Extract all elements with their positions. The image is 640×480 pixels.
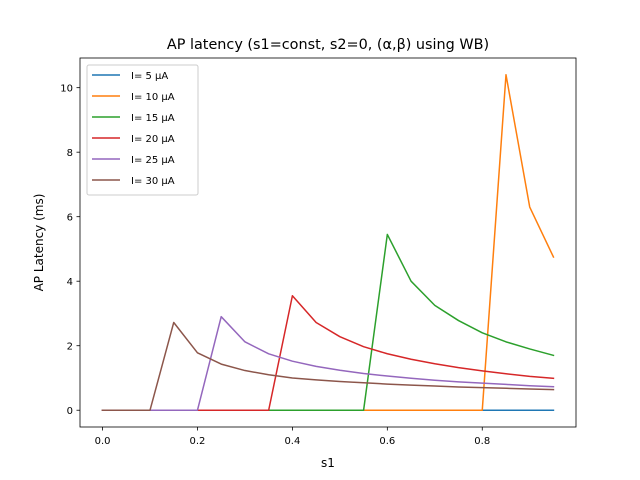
y-tick-label: 4 bbox=[67, 277, 73, 288]
y-axis-label: AP Latency (ms) bbox=[32, 194, 46, 292]
legend-label-0: I= 5 μA bbox=[131, 71, 168, 82]
x-tick-label: 0.2 bbox=[190, 436, 206, 447]
series-layer bbox=[101, 74, 555, 411]
legend-label-2: I= 15 μA bbox=[131, 113, 175, 124]
x-axis-label: s1 bbox=[321, 456, 335, 470]
legend-label-1: I= 10 μA bbox=[131, 92, 175, 103]
y-axis-ticks: 0 2 4 6 8 10 bbox=[60, 83, 80, 417]
legend: I= 5 μA I= 10 μA I= 15 μA I= 20 μA I= 25 μA I… bbox=[86, 64, 199, 196]
y-tick-label: 8 bbox=[67, 148, 73, 159]
series-line-4 bbox=[101, 315, 555, 411]
y-tick-label: 6 bbox=[67, 212, 73, 223]
chart-title: AP latency (s1=const, s2=0, (α,β) using … bbox=[167, 37, 489, 53]
y-tick-label: 2 bbox=[67, 341, 73, 352]
legend-label-4: I= 25 μA bbox=[131, 155, 175, 166]
x-axis-ticks: 0.0 0.2 0.4 0.6 0.8 bbox=[95, 427, 490, 447]
y-tick-label: 10 bbox=[60, 83, 73, 94]
y-tick-label: 0 bbox=[67, 406, 73, 417]
series-line-5 bbox=[101, 321, 555, 411]
legend-label-3: I= 20 μA bbox=[131, 134, 175, 145]
x-tick-label: 0.6 bbox=[379, 436, 395, 447]
x-tick-label: 0.0 bbox=[95, 436, 111, 447]
x-tick-label: 0.8 bbox=[474, 436, 490, 447]
axes-frame bbox=[79, 57, 577, 428]
legend-label-5: I= 30 μA bbox=[131, 176, 175, 187]
legend-frame bbox=[86, 64, 199, 196]
x-tick-label: 0.4 bbox=[284, 436, 300, 447]
